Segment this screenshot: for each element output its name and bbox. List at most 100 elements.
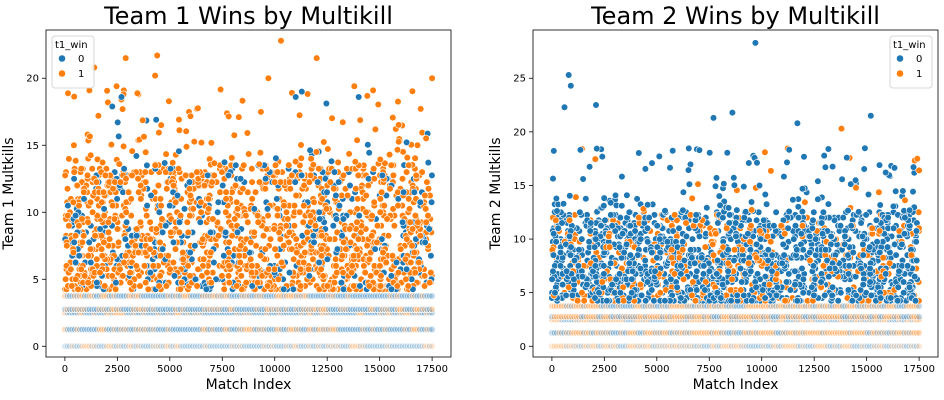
data-point-s0	[191, 242, 199, 250]
data-point-s1	[656, 289, 664, 297]
data-point-s1	[126, 269, 134, 277]
data-point-s1	[255, 178, 264, 186]
data-point-s1	[353, 136, 361, 144]
data-point-s1	[305, 305, 313, 314]
data-point-s0	[236, 292, 244, 300]
data-point-s1	[886, 259, 894, 267]
data-point-s0	[552, 238, 560, 246]
data-point-s1	[132, 292, 140, 300]
data-point-s1	[353, 205, 361, 213]
data-point-s1	[386, 185, 394, 193]
data-point-s1	[423, 178, 431, 186]
data-point-s0	[140, 342, 148, 350]
data-point-s1	[353, 245, 361, 253]
data-point-s1	[210, 159, 218, 167]
data-point-s1	[68, 342, 76, 350]
data-point-s1	[222, 195, 230, 203]
data-point-s1	[114, 238, 123, 246]
data-point-s0	[174, 305, 182, 314]
data-point-s1	[63, 305, 71, 314]
data-point-s0	[381, 342, 389, 350]
data-point-s0	[120, 305, 128, 314]
data-point-s0	[226, 325, 234, 334]
data-point-s1	[347, 342, 355, 350]
data-point-s1	[136, 218, 145, 226]
data-point-s1	[369, 86, 377, 94]
data-point-s1	[395, 121, 403, 129]
data-point-s0	[841, 240, 849, 248]
data-point-s1	[423, 325, 431, 334]
data-point-s0	[93, 325, 101, 334]
data-point-s1	[411, 305, 419, 314]
data-point-s1	[166, 265, 174, 273]
x-tick-label: 15000	[364, 364, 396, 375]
data-point-s0	[421, 292, 429, 300]
data-point-s0	[681, 342, 689, 350]
data-point-s0	[174, 325, 182, 334]
data-point-s1	[297, 265, 305, 273]
data-point-s1	[189, 205, 197, 213]
data-point-s0	[793, 297, 801, 305]
data-point-s1	[83, 342, 91, 350]
data-point-s0	[64, 202, 72, 210]
data-point-s0	[216, 342, 224, 350]
data-point-s0	[105, 305, 113, 314]
data-point-s1	[297, 154, 305, 162]
data-point-s0	[300, 342, 308, 350]
data-point-s0	[196, 218, 204, 226]
data-point-s1	[683, 342, 692, 350]
data-point-s1	[225, 238, 233, 246]
data-point-s0	[157, 325, 165, 334]
data-point-s0	[233, 325, 241, 334]
data-point-s1	[361, 269, 369, 277]
data-point-s1	[300, 292, 308, 300]
data-point-s0	[806, 248, 814, 257]
data-point-s1	[285, 228, 293, 236]
data-point-s0	[228, 325, 237, 334]
data-point-s0	[63, 325, 71, 334]
data-point-s0	[677, 270, 685, 278]
data-point-s0	[615, 243, 624, 251]
data-point-s1	[679, 246, 687, 254]
data-point-s1	[64, 212, 72, 220]
data-point-s1	[273, 325, 281, 334]
data-point-s1	[143, 212, 151, 220]
data-point-s0	[322, 342, 330, 350]
data-point-s1	[71, 232, 80, 240]
data-point-s1	[553, 342, 561, 350]
data-point-s0	[265, 292, 274, 300]
data-point-s0	[899, 278, 908, 286]
data-point-s0	[288, 342, 296, 350]
data-point-s1	[119, 272, 127, 280]
data-point-s1	[580, 342, 588, 350]
data-point-s0	[260, 305, 269, 314]
data-point-s1	[76, 305, 84, 314]
data-point-s0	[204, 342, 212, 350]
data-point-s1	[95, 305, 103, 314]
data-point-s0	[895, 267, 903, 275]
data-points	[61, 37, 436, 350]
data-point-s0	[285, 342, 293, 350]
data-point-s0	[182, 342, 190, 350]
data-point-s1	[746, 238, 754, 246]
data-point-s0	[320, 325, 328, 334]
data-point-s0	[911, 273, 919, 281]
data-point-s0	[323, 188, 331, 196]
data-point-s1	[200, 255, 208, 263]
data-point-s1	[654, 342, 662, 350]
data-point-s1	[225, 279, 233, 287]
data-point-s1	[670, 270, 679, 278]
data-point-s0	[423, 305, 431, 314]
data-point-s1	[134, 248, 143, 257]
data-point-s0	[325, 325, 333, 334]
data-point-s0	[366, 325, 375, 334]
data-point-s0	[122, 305, 131, 314]
data-point-s1	[204, 195, 212, 203]
data-point-s0	[821, 291, 829, 300]
data-point-s1	[311, 222, 320, 230]
data-point-s1	[204, 292, 212, 300]
data-point-s0	[169, 305, 177, 314]
data-point-s0	[760, 216, 768, 224]
data-point-s0	[108, 325, 116, 334]
data-point-s1	[146, 218, 154, 226]
